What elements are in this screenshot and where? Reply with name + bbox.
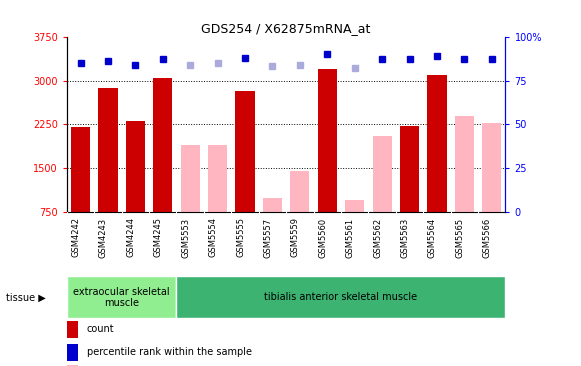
Text: GSM5555: GSM5555 — [236, 217, 245, 257]
Bar — [428, 75, 447, 212]
Text: GSM5559: GSM5559 — [291, 217, 300, 257]
Text: tissue ▶: tissue ▶ — [6, 292, 45, 302]
Bar — [235, 91, 254, 212]
Bar — [208, 145, 227, 212]
Text: GSM4242: GSM4242 — [71, 217, 81, 257]
Bar — [153, 78, 173, 212]
Bar — [372, 136, 392, 212]
Bar — [177, 276, 505, 318]
Text: extraocular skeletal
muscle: extraocular skeletal muscle — [73, 287, 170, 308]
Text: percentile rank within the sample: percentile rank within the sample — [87, 347, 252, 357]
Text: GSM5563: GSM5563 — [400, 217, 410, 258]
Text: GSM4244: GSM4244 — [126, 217, 135, 257]
Bar — [290, 171, 310, 212]
Bar — [67, 365, 78, 366]
Text: GSM4243: GSM4243 — [99, 217, 108, 258]
Bar — [71, 127, 90, 212]
Bar — [98, 87, 117, 212]
Bar — [181, 145, 200, 212]
Text: GSM5554: GSM5554 — [209, 217, 218, 257]
Text: GSM5566: GSM5566 — [483, 217, 492, 258]
Text: GSM5561: GSM5561 — [346, 217, 354, 258]
Bar — [318, 69, 337, 212]
Bar — [345, 200, 364, 212]
Text: GSM5564: GSM5564 — [428, 217, 437, 258]
Bar — [400, 126, 419, 212]
Text: GSM5565: GSM5565 — [456, 217, 464, 258]
Bar — [482, 123, 501, 212]
Bar — [67, 276, 177, 318]
Bar — [67, 344, 78, 361]
Text: GSM5560: GSM5560 — [318, 217, 327, 258]
Bar — [455, 116, 474, 212]
Title: GDS254 / X62875mRNA_at: GDS254 / X62875mRNA_at — [202, 22, 371, 36]
Text: tibialis anterior skeletal muscle: tibialis anterior skeletal muscle — [264, 292, 418, 302]
Text: count: count — [87, 324, 114, 334]
Text: GSM4245: GSM4245 — [154, 217, 163, 257]
Bar — [125, 121, 145, 212]
Text: GSM5562: GSM5562 — [373, 217, 382, 258]
Bar — [67, 321, 78, 337]
Bar — [263, 198, 282, 212]
Text: GSM5557: GSM5557 — [263, 217, 272, 258]
Text: GSM5553: GSM5553 — [181, 217, 190, 258]
